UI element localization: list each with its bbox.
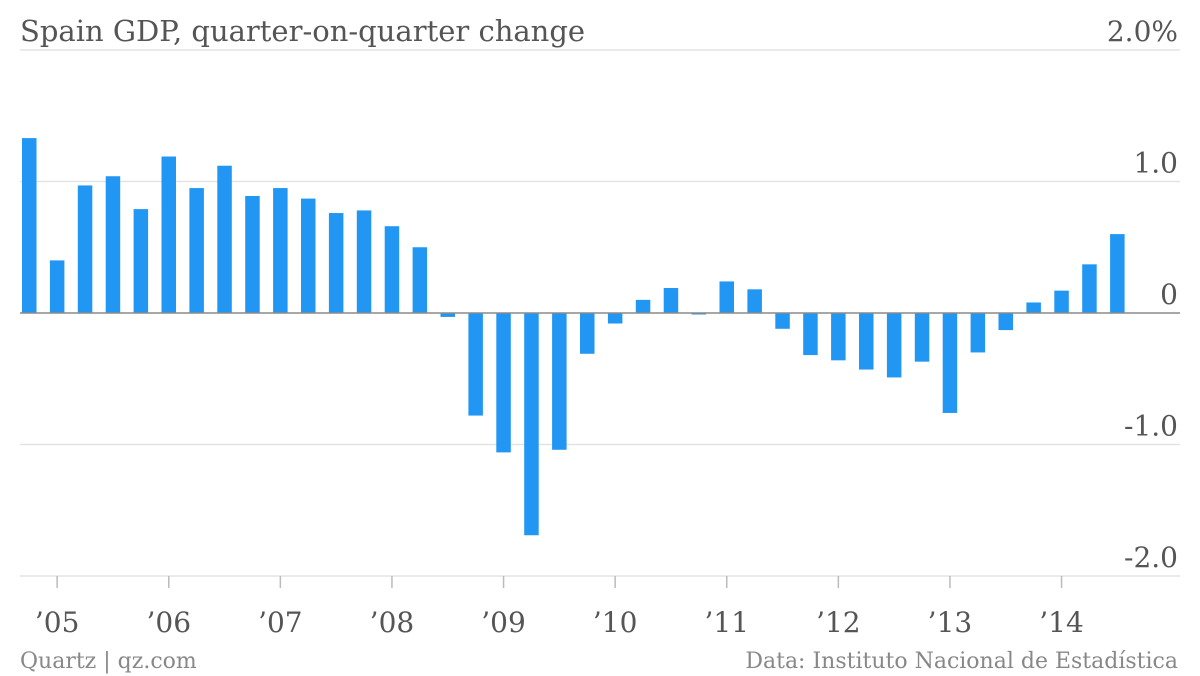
bar	[831, 313, 846, 361]
bars	[22, 138, 1125, 536]
x-tick-label: ’11	[704, 606, 749, 639]
bar	[356, 210, 372, 313]
bar	[77, 185, 93, 313]
bar	[998, 313, 1013, 331]
x-tick-label: ’09	[481, 606, 526, 639]
y-tick-label: 1.0	[1133, 147, 1178, 180]
bar	[914, 313, 930, 362]
bar	[468, 313, 483, 416]
bar	[105, 176, 121, 313]
chart-title: Spain GDP, quarter-on-quarter change	[20, 14, 585, 48]
y-axis: 2.0% 1.0 0 -1.0 -2.0	[1107, 15, 1178, 574]
bar	[886, 313, 902, 378]
bar	[552, 313, 567, 450]
data-source: Data: Instituto Nacional de Estadística	[745, 649, 1178, 674]
y-tick-label: 2.0%	[1107, 15, 1178, 48]
x-tick-label: ’06	[146, 606, 191, 639]
bar	[803, 313, 818, 356]
bar	[412, 247, 428, 313]
x-tick-label: ’08	[370, 606, 415, 639]
bar	[49, 260, 65, 313]
x-tick-label: ’07	[258, 606, 303, 639]
bar	[635, 299, 651, 313]
bar	[747, 289, 762, 313]
y-tick-label: -1.0	[1124, 410, 1178, 443]
bar	[384, 226, 400, 313]
bar	[607, 313, 623, 324]
x-tick-label: ’14	[1039, 606, 1084, 639]
y-tick-label: 0	[1160, 278, 1178, 311]
x-axis: ’05 ’06 ’07 ’08 ’09 ’10 ’11 ’12 ’13 ’14	[35, 576, 1084, 639]
bar	[161, 156, 176, 313]
bar	[245, 195, 260, 313]
bar	[859, 313, 874, 370]
bar	[189, 188, 204, 313]
bar	[663, 288, 679, 313]
bar	[942, 313, 958, 413]
x-tick-label: ’13	[928, 606, 973, 639]
bar	[1026, 302, 1041, 313]
bar	[580, 313, 595, 354]
source-credit: Quartz | qz.com	[20, 649, 197, 674]
bar	[273, 188, 288, 313]
y-tick-label: -2.0	[1124, 541, 1178, 574]
x-tick-label: ’10	[593, 606, 638, 639]
bar	[440, 313, 455, 317]
bar	[496, 313, 511, 453]
bar	[301, 198, 316, 313]
bar	[133, 209, 149, 313]
bar	[775, 313, 790, 329]
x-tick-label: ’05	[35, 606, 80, 639]
bar	[22, 138, 37, 313]
bar	[524, 313, 539, 536]
bar	[719, 281, 734, 313]
bar	[328, 213, 344, 313]
bar	[970, 313, 986, 353]
bar	[1110, 234, 1125, 313]
bar	[217, 165, 232, 313]
bar	[1054, 290, 1069, 313]
gridlines	[20, 49, 1180, 577]
bar	[1082, 264, 1097, 313]
x-tick-label: ’12	[816, 606, 861, 639]
